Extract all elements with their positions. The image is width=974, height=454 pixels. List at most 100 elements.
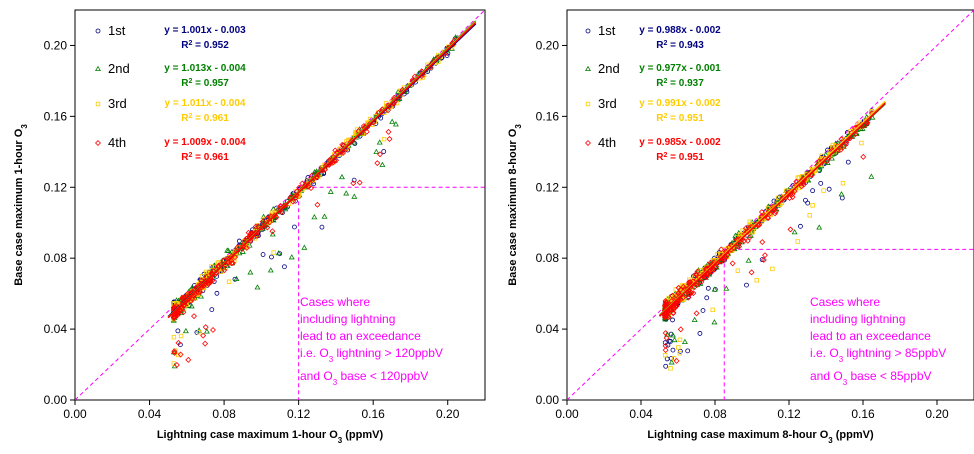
data-point xyxy=(787,226,794,233)
regression-r2: R2 = 0.951 xyxy=(656,113,704,125)
data-point xyxy=(838,191,845,197)
data-point xyxy=(338,173,345,180)
y-tick-label: 0.16 xyxy=(536,109,560,123)
data-point xyxy=(671,356,677,361)
data-point xyxy=(691,316,698,322)
y-tick-label: 0.12 xyxy=(44,180,68,194)
data-point xyxy=(810,203,815,208)
data-point xyxy=(830,142,836,148)
data-point xyxy=(171,334,177,340)
chart-1hour: 0.00 0.04 0.08 0.12 0.16 0.20 0.00 0.04 0.08 0.12… xyxy=(13,9,486,445)
regression-equation: y = 1.013x - 0.004 xyxy=(164,63,246,74)
data-point xyxy=(670,317,675,323)
regression-equation: y = 0.991x - 0.002 xyxy=(639,98,721,109)
data-point xyxy=(182,327,189,334)
data-point xyxy=(662,340,668,346)
data-point xyxy=(740,228,745,233)
x-tick-label: 0.12 xyxy=(777,407,801,421)
regression-line-4th xyxy=(658,102,886,317)
x-tick-label: 0.00 xyxy=(63,407,87,421)
y-tick-label: 0.20 xyxy=(536,38,560,52)
data-point xyxy=(668,359,675,365)
data-point xyxy=(795,175,800,181)
data-point xyxy=(264,215,271,222)
data-point xyxy=(810,188,816,194)
data-point xyxy=(275,250,282,256)
data-point xyxy=(185,356,192,363)
regression-equation: y = 0.977x - 0.001 xyxy=(639,63,721,74)
data-point xyxy=(178,333,184,339)
y-axis-label: Base case maximum 8-hour O3 xyxy=(507,124,523,286)
data-point xyxy=(379,161,386,167)
x-tick-label: 0.12 xyxy=(287,407,311,421)
data-point xyxy=(770,266,775,272)
data-point xyxy=(663,334,670,341)
data-point xyxy=(772,210,778,217)
data-point xyxy=(319,224,325,230)
data-point xyxy=(697,331,703,336)
chart-8hour: 0.00 0.04 0.08 0.12 0.16 0.20 0.00 0.04 0.08 0.12… xyxy=(507,9,974,445)
data-point xyxy=(816,224,823,230)
data-point xyxy=(723,285,730,291)
data-point xyxy=(670,347,676,353)
data-point xyxy=(351,193,358,199)
x-axis-label: Lightning case maximum 1-hour O3 (ppmV) xyxy=(157,429,384,445)
data-point xyxy=(735,268,741,273)
legend-marker xyxy=(95,28,101,34)
data-point xyxy=(681,338,688,345)
data-point xyxy=(759,239,766,246)
data-point xyxy=(741,237,748,244)
data-point xyxy=(698,278,705,285)
data-point xyxy=(381,136,387,142)
data-point xyxy=(680,283,687,290)
legend-label: 3rd xyxy=(598,96,617,111)
data-point xyxy=(772,208,779,215)
legend-label: 4th xyxy=(598,135,616,150)
legend-label: 4th xyxy=(108,135,126,150)
legend-label: 3rd xyxy=(108,96,127,111)
data-point xyxy=(671,336,678,343)
data-point xyxy=(203,328,210,334)
regression-r2: R2 = 0.943 xyxy=(656,40,704,52)
data-point xyxy=(666,338,672,344)
x-tick-label: 0.16 xyxy=(851,407,875,421)
data-point xyxy=(711,319,718,325)
data-point xyxy=(277,251,283,257)
data-point xyxy=(670,309,677,316)
y-tick-label: 0.16 xyxy=(44,109,68,123)
data-point xyxy=(677,351,682,356)
legend-marker xyxy=(585,140,591,146)
data-point xyxy=(271,250,276,255)
annotation-line: lead to an exceedance xyxy=(300,329,421,343)
data-point xyxy=(278,209,285,216)
data-point xyxy=(747,219,753,225)
data-point xyxy=(350,180,357,187)
data-point xyxy=(311,214,318,220)
data-point xyxy=(662,330,669,337)
data-point xyxy=(376,139,383,145)
data-point xyxy=(260,252,266,257)
data-point xyxy=(301,244,308,250)
data-point xyxy=(837,146,844,153)
data-point xyxy=(736,243,742,250)
annotation-line: i.e. O3 lightning > 85ppbV xyxy=(810,346,946,364)
data-point xyxy=(254,284,261,290)
regression-equation: y = 1.001x - 0.003 xyxy=(164,25,246,36)
data-point xyxy=(260,213,267,219)
data-point xyxy=(677,337,683,342)
x-tick-label: 0.20 xyxy=(925,407,949,421)
data-point xyxy=(798,183,805,190)
data-point xyxy=(729,239,736,246)
data-point xyxy=(759,257,765,263)
y-tick-label: 0.08 xyxy=(44,251,68,265)
data-point xyxy=(174,312,181,319)
data-point xyxy=(385,128,392,135)
data-point xyxy=(805,200,811,206)
x-tick-label: 0.04 xyxy=(138,407,162,421)
data-point xyxy=(688,289,695,296)
data-point xyxy=(175,328,181,334)
data-point xyxy=(236,238,242,244)
data-point xyxy=(363,128,370,135)
data-point xyxy=(707,259,714,266)
data-point xyxy=(793,178,800,185)
